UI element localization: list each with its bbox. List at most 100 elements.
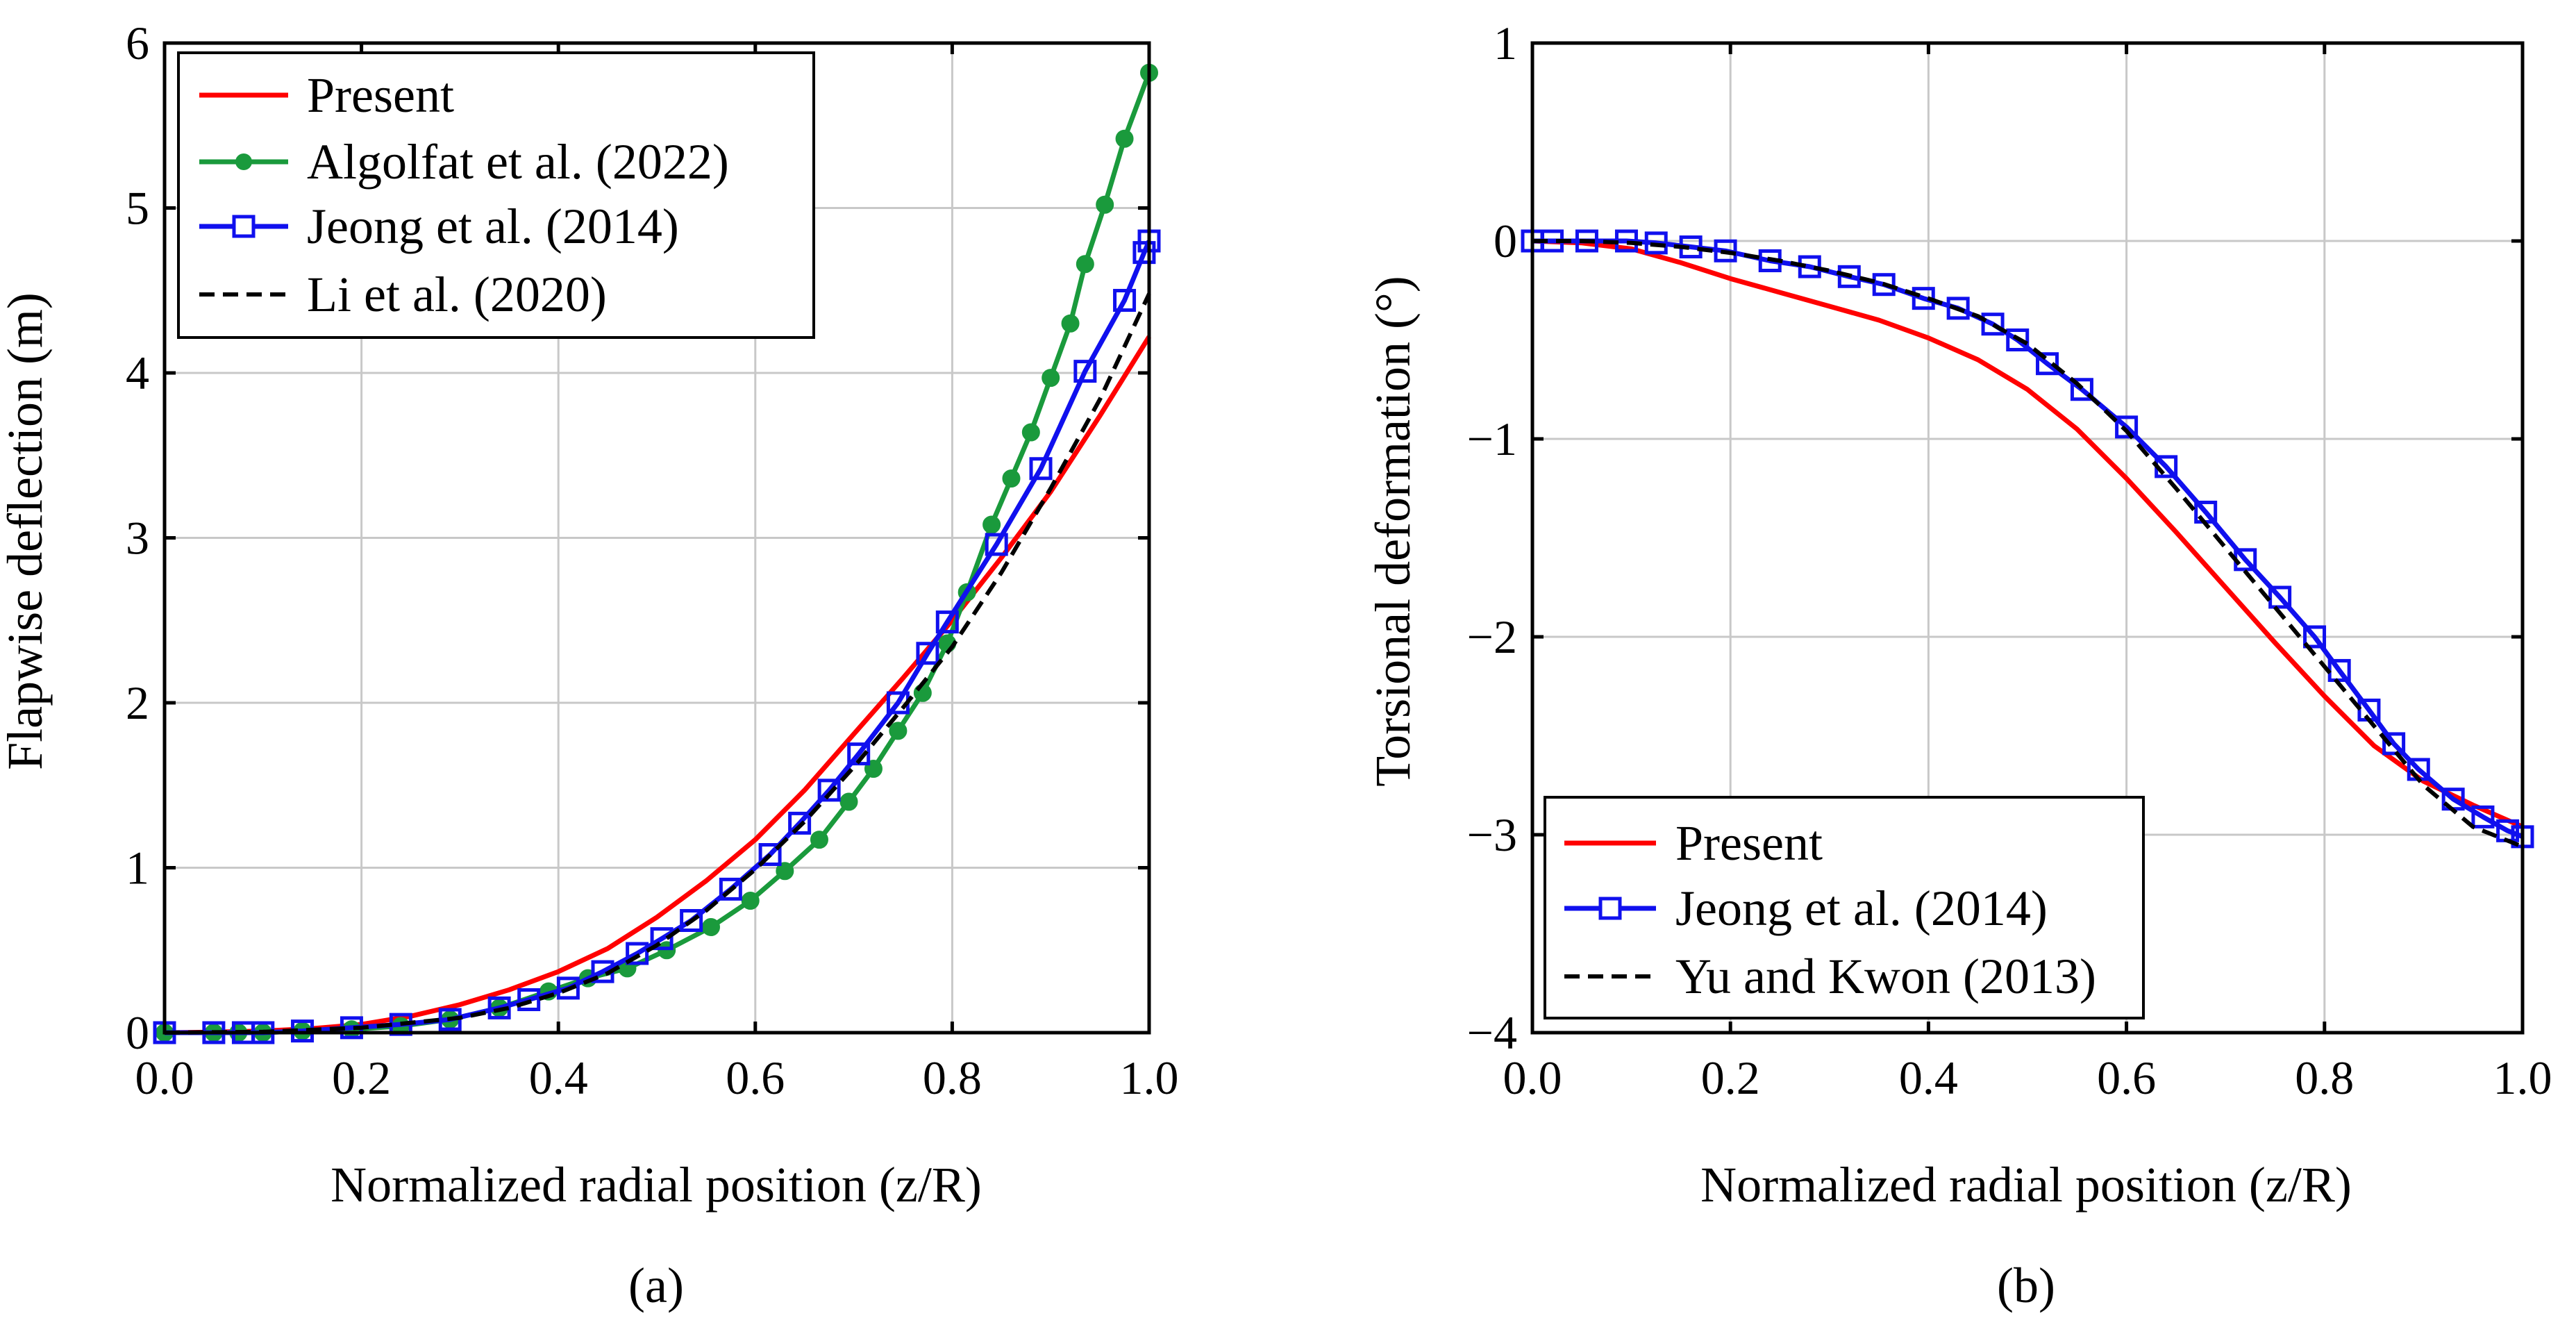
data-point: [1981, 313, 2005, 336]
y-tick-label: 5: [126, 182, 149, 235]
data-point: [817, 778, 841, 802]
data-point: [1061, 314, 1080, 333]
legend: Present Jeong et al. (2014) Yu and Kwon (2…: [1544, 796, 2145, 1019]
data-point: [1575, 229, 1598, 253]
x-tick-label: 0.2: [1701, 1051, 1760, 1104]
legend-marker: [1598, 897, 1622, 920]
y-tick-label: 4: [126, 347, 149, 399]
data-point: [1042, 369, 1060, 388]
data-point: [741, 892, 760, 910]
legend-box: [177, 51, 815, 339]
legend-label: Jeong et al. (2014): [307, 199, 679, 254]
y-tick-label: 1: [126, 842, 149, 894]
data-point: [719, 877, 742, 901]
y-axis-title: Torsional deformation (°): [1365, 276, 1421, 787]
data-point: [2006, 328, 2030, 351]
series-line: [165, 240, 1152, 1035]
series-yu: [1532, 239, 2524, 849]
data-point: [889, 722, 908, 740]
data-point: [776, 862, 794, 881]
x-tick-label: 1.0: [2493, 1051, 2552, 1104]
data-point: [1113, 289, 1137, 312]
series-jeong: [1521, 229, 2534, 849]
data-point: [1002, 469, 1021, 488]
legend-marker: [235, 153, 252, 170]
data-point: [839, 792, 858, 811]
panel-label: (a): [628, 1258, 684, 1313]
series-present: [1532, 238, 2524, 829]
data-point: [701, 918, 720, 936]
data-point: [810, 831, 828, 849]
data-point: [650, 927, 674, 951]
data-point: [1096, 195, 1114, 214]
series-jeong: [153, 229, 1161, 1044]
data-point: [2382, 732, 2406, 756]
data-point: [1946, 297, 1970, 320]
data-point: [1837, 265, 1861, 288]
series-line: [164, 292, 1151, 1035]
x-tick-label: 0.4: [529, 1051, 588, 1104]
x-axis-title: Normalized radial position (z/R): [331, 1157, 982, 1213]
legend-label: Jeong et al. (2014): [1675, 881, 2048, 936]
y-tick-label: −4: [1467, 1006, 1517, 1059]
y-tick-label: 6: [126, 17, 149, 69]
data-point: [680, 909, 703, 932]
plot-frame: [1530, 41, 2525, 1035]
data-point: [2070, 378, 2093, 401]
x-tick-label: 0.0: [1503, 1051, 1562, 1104]
legend-label: Algolfat et al. (2022): [307, 134, 729, 190]
y-tick-label: −2: [1467, 610, 1517, 663]
plot-frame: [162, 41, 1151, 1035]
y-tick-label: 2: [126, 676, 149, 729]
data-point: [2471, 805, 2495, 828]
x-tick-label: 0.8: [2295, 1051, 2354, 1104]
data-point: [1076, 255, 1094, 274]
data-point: [2268, 585, 2292, 609]
legend-label: Present: [1675, 815, 1823, 871]
data-point: [788, 811, 812, 835]
data-point: [935, 610, 959, 634]
chart-a: 0.0 0.2 0.4 0.6 0.8 1.0 0 1 2 3 4 5 6 Normalized radi…: [0, 17, 1179, 1313]
data-point: [1029, 457, 1053, 481]
x-tick-label: 0.0: [135, 1051, 194, 1104]
legend-label: Present: [307, 67, 454, 123]
data-point: [916, 642, 939, 665]
data-point: [517, 988, 541, 1011]
x-tick-label: 0.6: [2097, 1051, 2156, 1104]
legend-label: Yu and Kwon (2013): [1675, 949, 2096, 1004]
data-point: [1132, 241, 1156, 265]
data-point: [1073, 360, 1097, 383]
x-tick-label: 0.2: [332, 1051, 391, 1104]
data-point: [556, 976, 580, 1000]
data-point: [1714, 239, 1737, 263]
y-tick-label: −3: [1467, 808, 1517, 861]
x-tick-label: 0.4: [1899, 1051, 1958, 1104]
data-point: [2036, 352, 2059, 376]
data-point: [1644, 231, 1668, 255]
legend: Present Algolfat et al. (2022) Jeong et al…: [177, 51, 815, 339]
data-point: [758, 843, 782, 866]
x-tick-label: 0.8: [923, 1051, 982, 1104]
x-axis-title: Normalized radial position (z/R): [1700, 1157, 2352, 1213]
series-li: [164, 292, 1151, 1035]
x-tick-label: 1.0: [1120, 1051, 1179, 1104]
data-point: [913, 683, 932, 702]
y-tick-label: 0: [1494, 215, 1517, 267]
data-point: [1021, 423, 1040, 442]
data-point: [2303, 625, 2327, 649]
legend-marker: [232, 215, 256, 238]
chart-b: 0.0 0.2 0.4 0.6 0.8 1.0 −4 −3 −2 −1 0 1 Normalized r…: [1365, 17, 2552, 1313]
data-point: [982, 515, 1001, 534]
data-point: [2115, 415, 2139, 439]
series-line: [1532, 239, 2524, 849]
data-point: [1115, 129, 1134, 148]
x-tick-label: 0.6: [726, 1051, 785, 1104]
data-point: [487, 996, 511, 1019]
y-tick-label: 1: [1494, 17, 1517, 69]
series-line: [1532, 238, 2524, 840]
panel-label: (b): [1997, 1258, 2055, 1313]
y-tick-label: −1: [1467, 413, 1517, 465]
y-tick-label: 0: [126, 1006, 149, 1059]
y-axis-title: Flapwise deflection (m): [0, 292, 53, 770]
